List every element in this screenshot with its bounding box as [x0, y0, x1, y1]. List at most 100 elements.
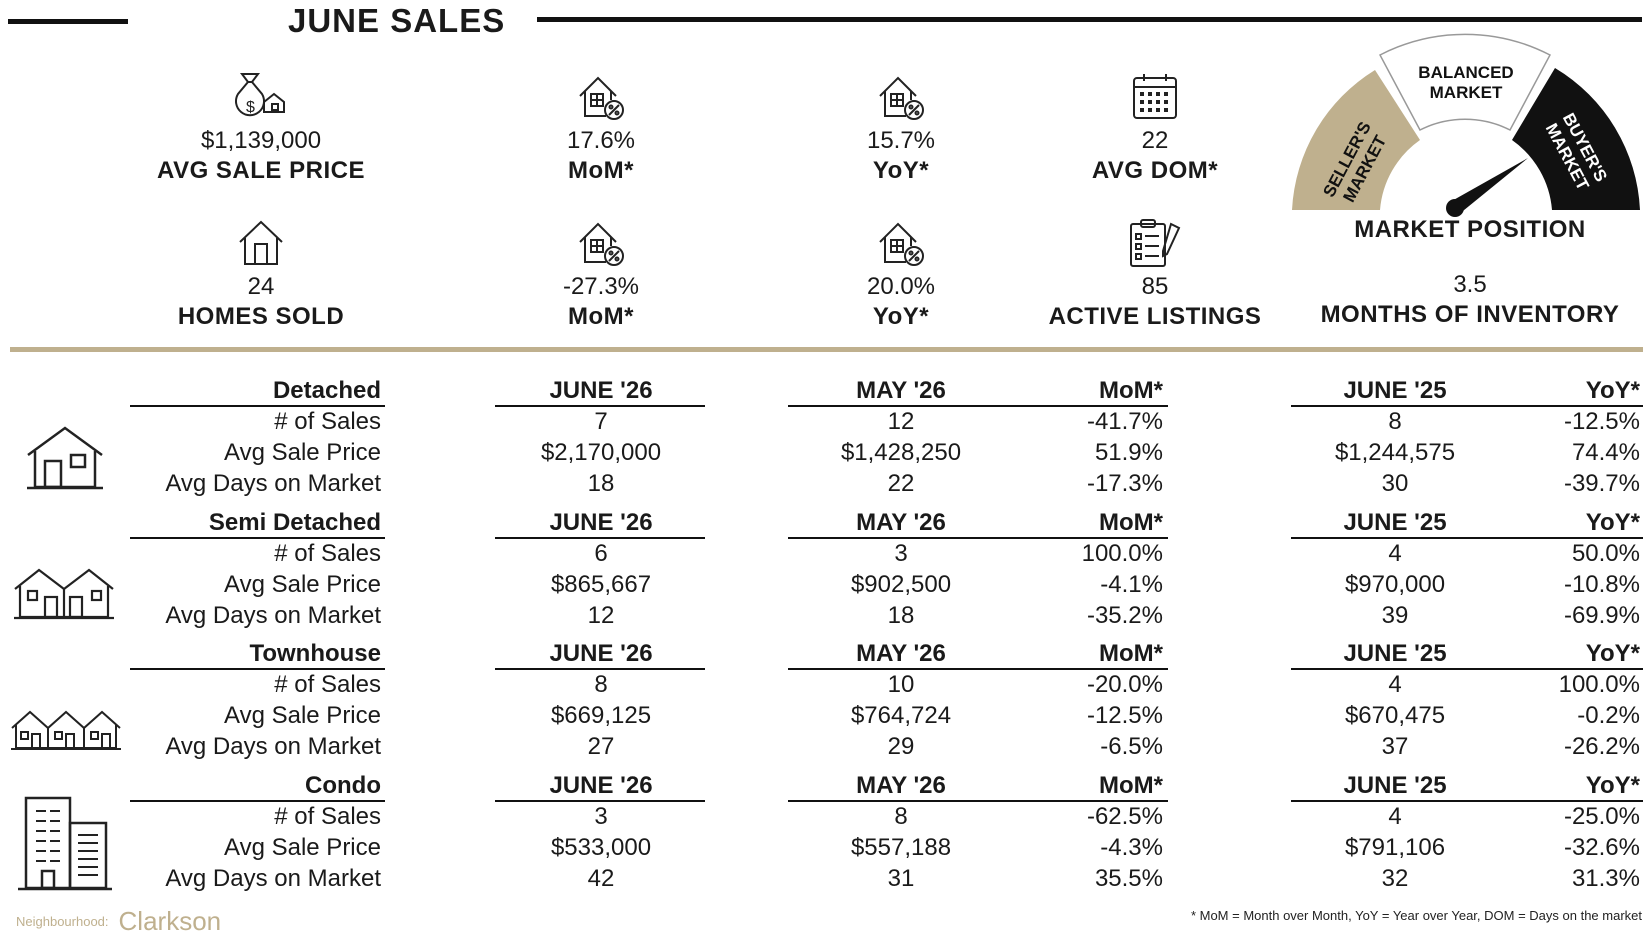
house-icon	[131, 214, 391, 268]
cell-yoy: -25.0%	[1563, 803, 1640, 830]
current-underline	[495, 668, 705, 670]
metric-label: Avg Sale Price	[224, 439, 381, 466]
gauge-balanced-segment	[1378, 33, 1552, 131]
metric-label: Avg Sale Price	[224, 571, 381, 598]
footnote: * MoM = Month over Month, YoY = Year ove…	[1190, 908, 1642, 923]
stat-value: 15.7%	[866, 127, 936, 154]
column-head-current: JUNE '26	[549, 509, 653, 536]
house-percent-icon	[471, 214, 731, 268]
stat-label: MoM*	[568, 157, 634, 184]
months-of-inventory-value: 3.5	[1453, 271, 1487, 298]
cell-last-year: 30	[1381, 470, 1409, 497]
cell-current: 7	[594, 408, 608, 435]
column-head-yoy: YoY*	[1585, 377, 1640, 404]
section-title-underline	[130, 405, 385, 407]
cell-yoy: 74.4%	[1571, 439, 1640, 466]
table-row: Avg Sale Price $865,667 $902,500 -4.1% $970,…	[0, 569, 1650, 600]
section-title: Townhouse	[249, 640, 381, 667]
column-head-current: JUNE '26	[549, 640, 653, 667]
metric-label: Avg Days on Market	[165, 470, 381, 497]
neighbourhood-name: Clarkson	[118, 906, 222, 936]
cell-current: $533,000	[550, 834, 652, 861]
stat-value: 20.0%	[866, 273, 936, 300]
cell-last-year: $970,000	[1344, 571, 1446, 598]
column-head-mom: MoM*	[1099, 509, 1163, 536]
stat-stats-top-2: 15.7% YoY*	[771, 68, 1031, 186]
cell-current: 18	[587, 470, 615, 497]
cell-current: 3	[594, 803, 608, 830]
current-underline	[495, 405, 705, 407]
stat-label: AVG SALE PRICE	[157, 157, 365, 184]
detached-house-icon	[25, 425, 105, 496]
stat-stats-bottom-2: 20.0% YoY*	[771, 214, 1031, 332]
section-title: Condo	[305, 772, 381, 799]
metric-label: # of Sales	[274, 671, 381, 698]
cell-previous: 22	[887, 470, 915, 497]
table-row: Avg Days on Market 42 31 35.5% 32 31.3%	[0, 863, 1650, 894]
section-title: Detached	[272, 377, 381, 404]
stat-label: HOMES SOLD	[177, 303, 345, 330]
cell-mom: -6.5%	[1100, 733, 1163, 760]
stat-value: 22	[1141, 127, 1169, 154]
previous-underline	[788, 405, 1168, 407]
column-head-last-year: JUNE '25	[1343, 509, 1447, 536]
condo-icon	[16, 795, 114, 896]
cell-mom: -4.3%	[1100, 834, 1163, 861]
stat-value: 24	[247, 273, 275, 300]
months-of-inventory-label: MONTHS OF INVENTORY	[1320, 301, 1620, 328]
cell-previous: 3	[894, 540, 908, 567]
months-of-inventory-stat: 3.5 MONTHS OF INVENTORY	[1300, 270, 1640, 330]
cell-yoy: -39.7%	[1563, 470, 1640, 497]
market-position-label: MARKET POSITION	[1354, 216, 1586, 243]
header-left-rule	[8, 19, 128, 24]
column-head-mom: MoM*	[1099, 377, 1163, 404]
current-underline	[495, 800, 705, 802]
stat-stats-top-0: $ $1,139,000 AVG SALE PRICE	[131, 68, 391, 186]
neighbourhood-label: Neighbourhood:	[16, 914, 109, 929]
previous-underline	[788, 800, 1168, 802]
column-head-last-year: JUNE '25	[1343, 772, 1447, 799]
cell-yoy: -32.6%	[1563, 834, 1640, 861]
cell-previous: $764,724	[850, 702, 952, 729]
cell-last-year: $791,106	[1344, 834, 1446, 861]
cell-mom: 35.5%	[1094, 865, 1163, 892]
stat-label: YoY*	[872, 157, 930, 184]
cell-last-year: 4	[1388, 803, 1402, 830]
stat-stats-top-1: 17.6% MoM*	[471, 68, 731, 186]
table-row: Avg Days on Market 18 22 -17.3% 30 -39.7%	[0, 468, 1650, 499]
cell-mom: 51.9%	[1094, 439, 1163, 466]
cell-previous: 12	[887, 408, 915, 435]
section-townhouse: Townhouse JUNE '26 MAY '26 MoM* JUNE '25 YoY*…	[0, 638, 1650, 770]
house-percent-icon	[771, 68, 1031, 122]
stat-value: 17.6%	[566, 127, 636, 154]
table-row: # of Sales 7 12 -41.7% 8 -12.5%	[0, 406, 1650, 437]
house-percent-icon	[471, 68, 731, 122]
cell-last-year: 39	[1381, 602, 1409, 629]
cell-mom: -35.2%	[1086, 602, 1163, 629]
clipboard-icon	[1025, 214, 1285, 268]
page-title: JUNE SALES	[288, 2, 506, 39]
section-title-underline	[130, 800, 385, 802]
cell-last-year: $1,244,575	[1334, 439, 1456, 466]
neighbourhood-footer: Neighbourhood: Clarkson	[16, 906, 221, 937]
table-row: Avg Sale Price $2,170,000 $1,428,250 51.9% $…	[0, 437, 1650, 468]
section-detached: Detached JUNE '26 MAY '26 MoM* JUNE '25 YoY* …	[0, 375, 1650, 507]
current-underline	[495, 537, 705, 539]
cell-yoy: -69.9%	[1563, 602, 1640, 629]
cell-last-year: 8	[1388, 408, 1402, 435]
stat-label: MoM*	[568, 303, 634, 330]
cell-previous: $902,500	[850, 571, 952, 598]
cell-mom: 100.0%	[1081, 540, 1163, 567]
table-row: Avg Sale Price $533,000 $557,188 -4.3% $791,…	[0, 832, 1650, 863]
stat-stats-top-3: 22 AVG DOM*	[1025, 68, 1285, 186]
section-header-row: Semi Detached JUNE '26 MAY '26 MoM* JUNE '25…	[0, 507, 1650, 538]
metric-label: Avg Sale Price	[224, 702, 381, 729]
table-row: Avg Days on Market 27 29 -6.5% 37 -26.2%	[0, 731, 1650, 762]
cell-last-year: 4	[1388, 540, 1402, 567]
table-row: # of Sales 3 8 -62.5% 4 -25.0%	[0, 801, 1650, 832]
cell-current: 8	[594, 671, 608, 698]
column-head-last-year: JUNE '25	[1343, 377, 1447, 404]
money-bag-house-icon: $	[131, 68, 391, 122]
cell-yoy: -0.2%	[1577, 702, 1640, 729]
stat-label: ACTIVE LISTINGS	[1048, 303, 1262, 330]
